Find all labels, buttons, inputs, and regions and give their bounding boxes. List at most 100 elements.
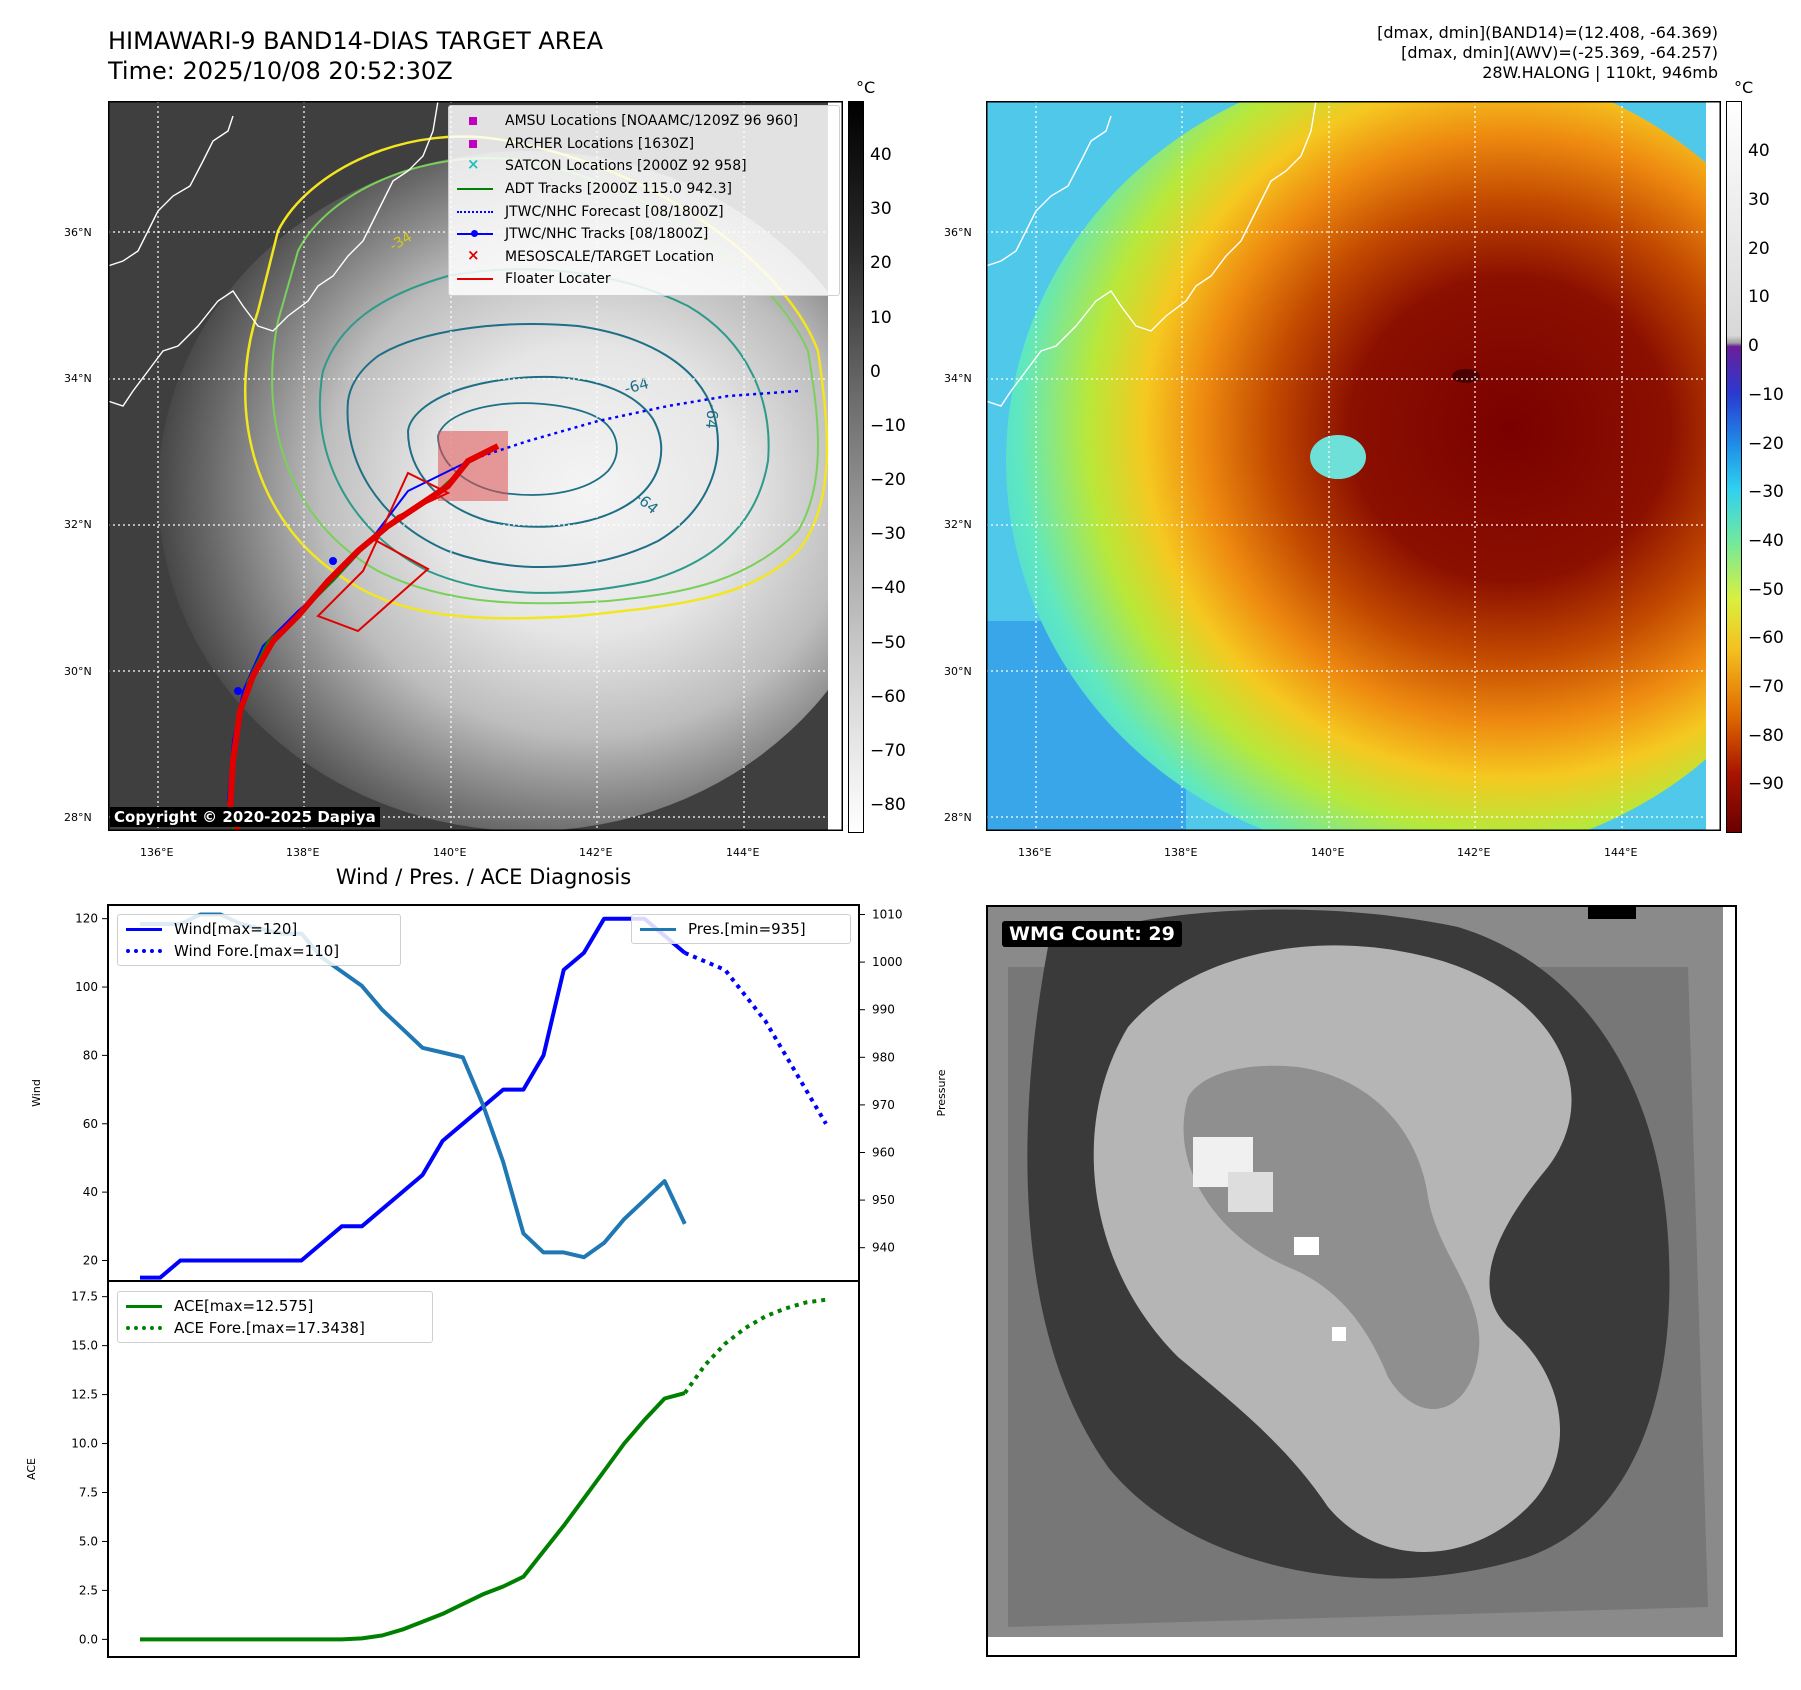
- wind-tick-label: 60: [83, 1117, 98, 1131]
- colorbar-tick: 20: [1748, 239, 1770, 259]
- legend-item: Pres.[min=935]: [632, 918, 850, 940]
- wind-tick-label: 100: [75, 980, 98, 994]
- line-dot-icon: [457, 227, 493, 241]
- wind-tick-label: 40: [83, 1185, 98, 1199]
- ace-tick-label: 2.5: [79, 1583, 98, 1597]
- ace-tick-label: 15.0: [71, 1339, 98, 1353]
- ace-tick-label: 0.0: [79, 1632, 98, 1646]
- band14-range: [dmax, dmin](BAND14)=(12.408, -64.369): [1377, 23, 1718, 42]
- colorbar-tick: −10: [1748, 385, 1784, 405]
- wind-tick-label: 120: [75, 912, 98, 926]
- colorbar-tick: 10: [1748, 287, 1770, 307]
- ir-colorbar-unit: °C: [856, 78, 876, 97]
- lon-label: 136°E: [140, 846, 174, 859]
- wind-pres-axes: [107, 904, 860, 1282]
- dotted-line-icon: [457, 205, 493, 219]
- colorbar-tick: −40: [870, 578, 906, 598]
- x-marker-icon: ×: [467, 245, 480, 264]
- colorbar-tick: −70: [870, 741, 906, 761]
- colorbar-tick: 30: [1748, 190, 1770, 210]
- colorbar-tick: −80: [870, 795, 906, 815]
- contour-label: -64: [622, 374, 650, 398]
- ace-tick-label: 17.5: [71, 1290, 98, 1304]
- colorbar-tick: −20: [1748, 434, 1784, 454]
- gridlines: [986, 101, 1721, 831]
- line-icon: [457, 272, 493, 286]
- colorbar-tick: −10: [870, 416, 906, 436]
- wind-series-line: [140, 916, 687, 1280]
- legend-label: AMSU Locations [NOAAMC/1209Z 96 960]: [505, 113, 799, 130]
- line-icon: [126, 1299, 162, 1313]
- legend-label: Wind[max=120]: [174, 920, 298, 938]
- legend-item: ARCHER Locations [1630Z]: [449, 133, 839, 156]
- wmg-image: [988, 907, 1735, 1655]
- pressure-tick-label: 940: [872, 1241, 895, 1255]
- colorbar-tick: 30: [870, 199, 892, 219]
- ir-legend: AMSU Locations [NOAAMC/1209Z 96 960] ARC…: [448, 105, 840, 296]
- legend-label: ADT Tracks [2000Z 115.0 942.3]: [505, 181, 732, 198]
- contour-minus64-mid: [406, 375, 663, 528]
- coastline: [986, 101, 1317, 407]
- square-marker-icon: [457, 114, 493, 128]
- pressure-ticks: 1010 1000 990 980 970 960 950 940: [859, 908, 903, 1255]
- ir-colorbar: [848, 101, 864, 833]
- colorbar-tick: −50: [870, 633, 906, 653]
- wmg-count-label: WMG Count: 29: [1002, 921, 1182, 947]
- colorbar-tick: −50: [1748, 580, 1784, 600]
- ace-legend: ACE[max=12.575] ACE Fore.[max=17.3438]: [117, 1291, 433, 1343]
- legend-item: ACE Fore.[max=17.3438]: [118, 1317, 432, 1339]
- diagnosis-chart: 120 100 80 60 40 20 1010 1000 990 980 970 960 950 94…: [25, 904, 948, 1658]
- lat-label: 34°N: [64, 372, 92, 385]
- pressure-tick-label: 990: [872, 1003, 895, 1017]
- wmg-panel: WMG Count: 29: [986, 905, 1737, 1657]
- target-area-box: [438, 431, 508, 501]
- ace-tick-label: 12.5: [71, 1388, 98, 1402]
- legend-label: ARCHER Locations [1630Z]: [505, 135, 695, 152]
- wind-tick-label: 80: [83, 1048, 98, 1062]
- timestamp: Time: 2025/10/08 20:52:30Z: [108, 57, 453, 85]
- jtwc-forecast-track: [472, 389, 799, 461]
- jtwc-track-point: [329, 557, 337, 565]
- lat-label: 36°N: [944, 226, 972, 239]
- contour-label: -64: [702, 404, 722, 430]
- jtwc-track-point: [234, 687, 242, 695]
- legend-label: SATCON Locations [2000Z 92 958]: [505, 158, 747, 175]
- legend-label: Wind Fore.[max=110]: [174, 942, 340, 960]
- color-map: [985, 100, 1722, 832]
- legend-item: JTWC/NHC Tracks [08/1800Z]: [449, 223, 839, 246]
- awv-range: [dmax, dmin](AWV)=(-25.369, -64.257): [1401, 43, 1718, 62]
- colorbar-tick: −70: [1748, 677, 1784, 697]
- pressure-legend: Pres.[min=935]: [631, 914, 851, 944]
- lat-label: 30°N: [944, 665, 972, 678]
- legend-item: × SATCON Locations [2000Z 92 958]: [449, 155, 839, 178]
- ace-ticks: 17.5 15.0 12.5 10.0 7.5 5.0 2.5 0.0: [71, 1290, 108, 1646]
- ace-tick-label: 5.0: [79, 1534, 98, 1548]
- wind-fore-series-line: [684, 951, 828, 1125]
- color-map-panel: [985, 100, 1722, 832]
- diag-title: Wind / Pres. / ACE Diagnosis: [335, 865, 632, 889]
- floater-locater: [316, 471, 451, 633]
- colorbar-tick: −90: [1748, 774, 1784, 794]
- legend-label: ACE Fore.[max=17.3438]: [174, 1319, 365, 1337]
- lat-label: 36°N: [64, 226, 92, 239]
- lat-label: 32°N: [944, 518, 972, 531]
- copyright-label: Copyright © 2020-2025 Dapiya: [110, 807, 380, 827]
- ace-tick-label: 10.0: [71, 1437, 98, 1451]
- dotted-line-icon: [126, 944, 162, 958]
- colorbar-tick: −60: [1748, 628, 1784, 648]
- coastline: [108, 101, 439, 407]
- contour-minus64-outer: [346, 323, 719, 568]
- legend-label: Pres.[min=935]: [688, 920, 806, 938]
- ace-ylabel: ACE: [25, 1458, 38, 1480]
- dotted-line-icon: [126, 1321, 162, 1335]
- x-marker-icon: ×: [467, 155, 480, 174]
- storm-info: 28W.HALONG | 110kt, 946mb: [1482, 63, 1718, 82]
- legend-item: × MESOSCALE/TARGET Location: [449, 246, 839, 269]
- cold-spot: [1452, 369, 1480, 383]
- main-title: HIMAWARI-9 BAND14-DIAS TARGET AREA: [108, 27, 604, 55]
- lon-label: 138°E: [286, 846, 320, 859]
- lat-label: 30°N: [64, 665, 92, 678]
- colorbar-tick: −40: [1748, 531, 1784, 551]
- ace-tick-label: 7.5: [79, 1486, 98, 1500]
- lat-label: 32°N: [64, 518, 92, 531]
